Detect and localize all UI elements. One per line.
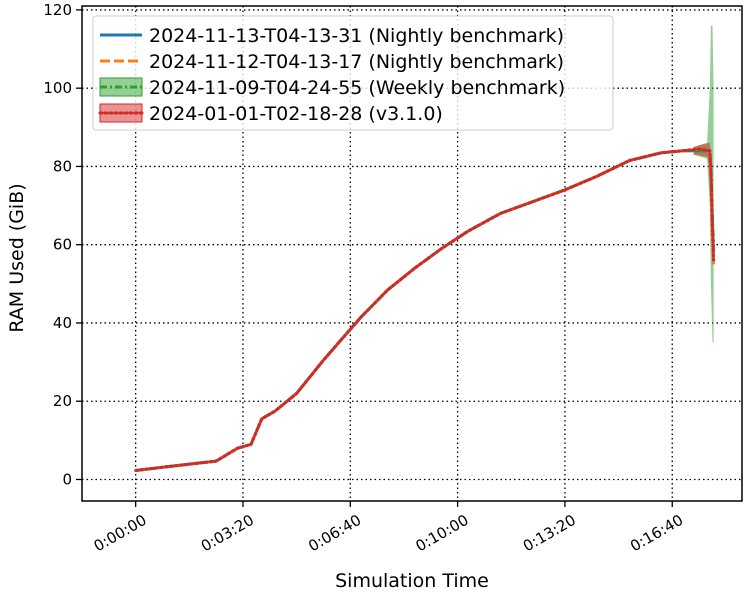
legend-entry-label: 2024-11-13-T04-13-31 (Nightly benchmark) <box>149 25 564 47</box>
legend-entry-label: 2024-01-01-T02-18-28 (v3.1.0) <box>149 103 443 125</box>
y-tick-label: 80 <box>53 157 72 175</box>
y-tick-label: 20 <box>53 392 72 410</box>
y-tick-label: 60 <box>53 236 72 254</box>
legend-box <box>92 15 614 131</box>
y-tick-label: 120 <box>43 1 72 19</box>
x-axis-label: Simulation Time <box>335 570 489 592</box>
y-tick-label: 0 <box>62 470 72 488</box>
legend: 2024-11-13-T04-13-31 (Nightly benchmark)… <box>92 15 614 131</box>
legend-entry-label: 2024-11-09-T04-24-55 (Weekly benchmark) <box>149 77 565 99</box>
series-lines <box>134 147 716 472</box>
legend-entry-label: 2024-11-12-T04-13-17 (Nightly benchmark) <box>149 51 564 73</box>
line-series-4 <box>134 147 716 472</box>
y-tick-label: 40 <box>53 314 72 332</box>
plot-frame <box>81 5 743 502</box>
y-tick-label: 100 <box>43 79 72 97</box>
y-axis-label: RAM Used (GiB) <box>6 183 28 332</box>
